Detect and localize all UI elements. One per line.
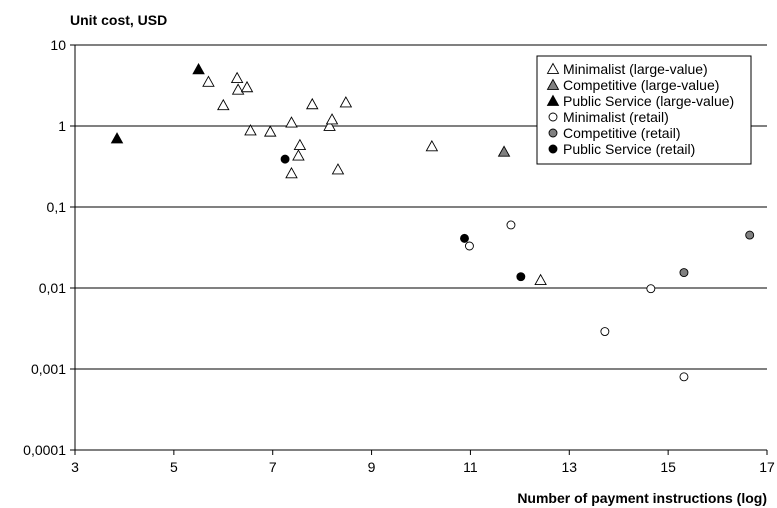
x-tick-label: 17 — [759, 459, 775, 475]
legend-label: Minimalist (retail) — [563, 109, 669, 125]
data-point — [331, 163, 345, 175]
legend-marker — [548, 112, 558, 122]
x-tick-label: 11 — [463, 459, 478, 475]
x-tick-label: 9 — [368, 459, 376, 475]
data-point — [231, 83, 245, 95]
tick-labels: 10 1 0,1 0,01 0,001 0,0001 3 5 7 9 11 13 15 17 — [23, 37, 775, 475]
data-point — [110, 132, 124, 144]
data-point — [745, 230, 755, 240]
legend-label: Minimalist (large-value) — [563, 61, 708, 77]
data-point — [202, 75, 215, 87]
data-point — [460, 233, 469, 243]
legend-label: Competitive (large-value) — [563, 77, 719, 93]
legend-marker — [548, 128, 558, 138]
data-point — [506, 220, 516, 230]
legend-label: Public Service (retail) — [563, 141, 695, 157]
data-point — [646, 284, 656, 294]
data-point — [325, 113, 339, 125]
x-tick-label: 13 — [561, 459, 577, 475]
data-point — [464, 241, 474, 251]
data-point — [285, 116, 298, 128]
y-tick-label: 1 — [58, 118, 66, 134]
y-tick-label: 0,1 — [47, 199, 67, 215]
x-tick-label: 3 — [71, 459, 79, 475]
legend: Minimalist (large-value)Competitive (lar… — [536, 55, 752, 165]
y-axis-label: Unit cost, USD — [70, 12, 168, 28]
y-tick-label: 10 — [50, 37, 66, 53]
y-tick-label: 0,01 — [39, 280, 66, 296]
data-point — [323, 119, 336, 131]
x-tick-label: 15 — [660, 459, 676, 475]
data-point — [305, 97, 319, 110]
legend-marker — [546, 62, 560, 74]
x-tick-label: 7 — [269, 459, 277, 475]
data-point — [497, 145, 511, 157]
data-point — [285, 166, 298, 179]
legend-marker — [548, 144, 558, 154]
data-point — [600, 327, 610, 336]
data-point — [679, 268, 689, 278]
data-point — [263, 125, 277, 137]
legend-label: Competitive (retail) — [563, 125, 680, 141]
data-point — [230, 71, 244, 83]
data-point — [516, 272, 526, 282]
data-points — [110, 62, 755, 382]
legend-marker — [546, 94, 560, 106]
data-point — [217, 98, 230, 111]
data-point — [534, 273, 547, 286]
data-point — [293, 138, 307, 151]
y-tick-label: 0,0001 — [23, 442, 66, 458]
data-point — [280, 154, 290, 164]
data-point — [339, 96, 353, 108]
data-point — [192, 62, 205, 75]
data-point — [425, 139, 439, 152]
x-tick-label: 5 — [170, 459, 178, 475]
legend-label: Public Service (large-value) — [563, 93, 734, 109]
data-point — [292, 149, 305, 161]
data-point — [679, 372, 689, 382]
x-axis-label: Number of payment instructions (log) — [517, 490, 767, 506]
legend-marker — [546, 78, 560, 90]
axis-layer — [70, 44, 768, 455]
y-tick-label: 0,001 — [31, 361, 66, 377]
legend-box — [536, 55, 752, 165]
data-point — [244, 124, 257, 136]
data-point — [240, 80, 254, 93]
